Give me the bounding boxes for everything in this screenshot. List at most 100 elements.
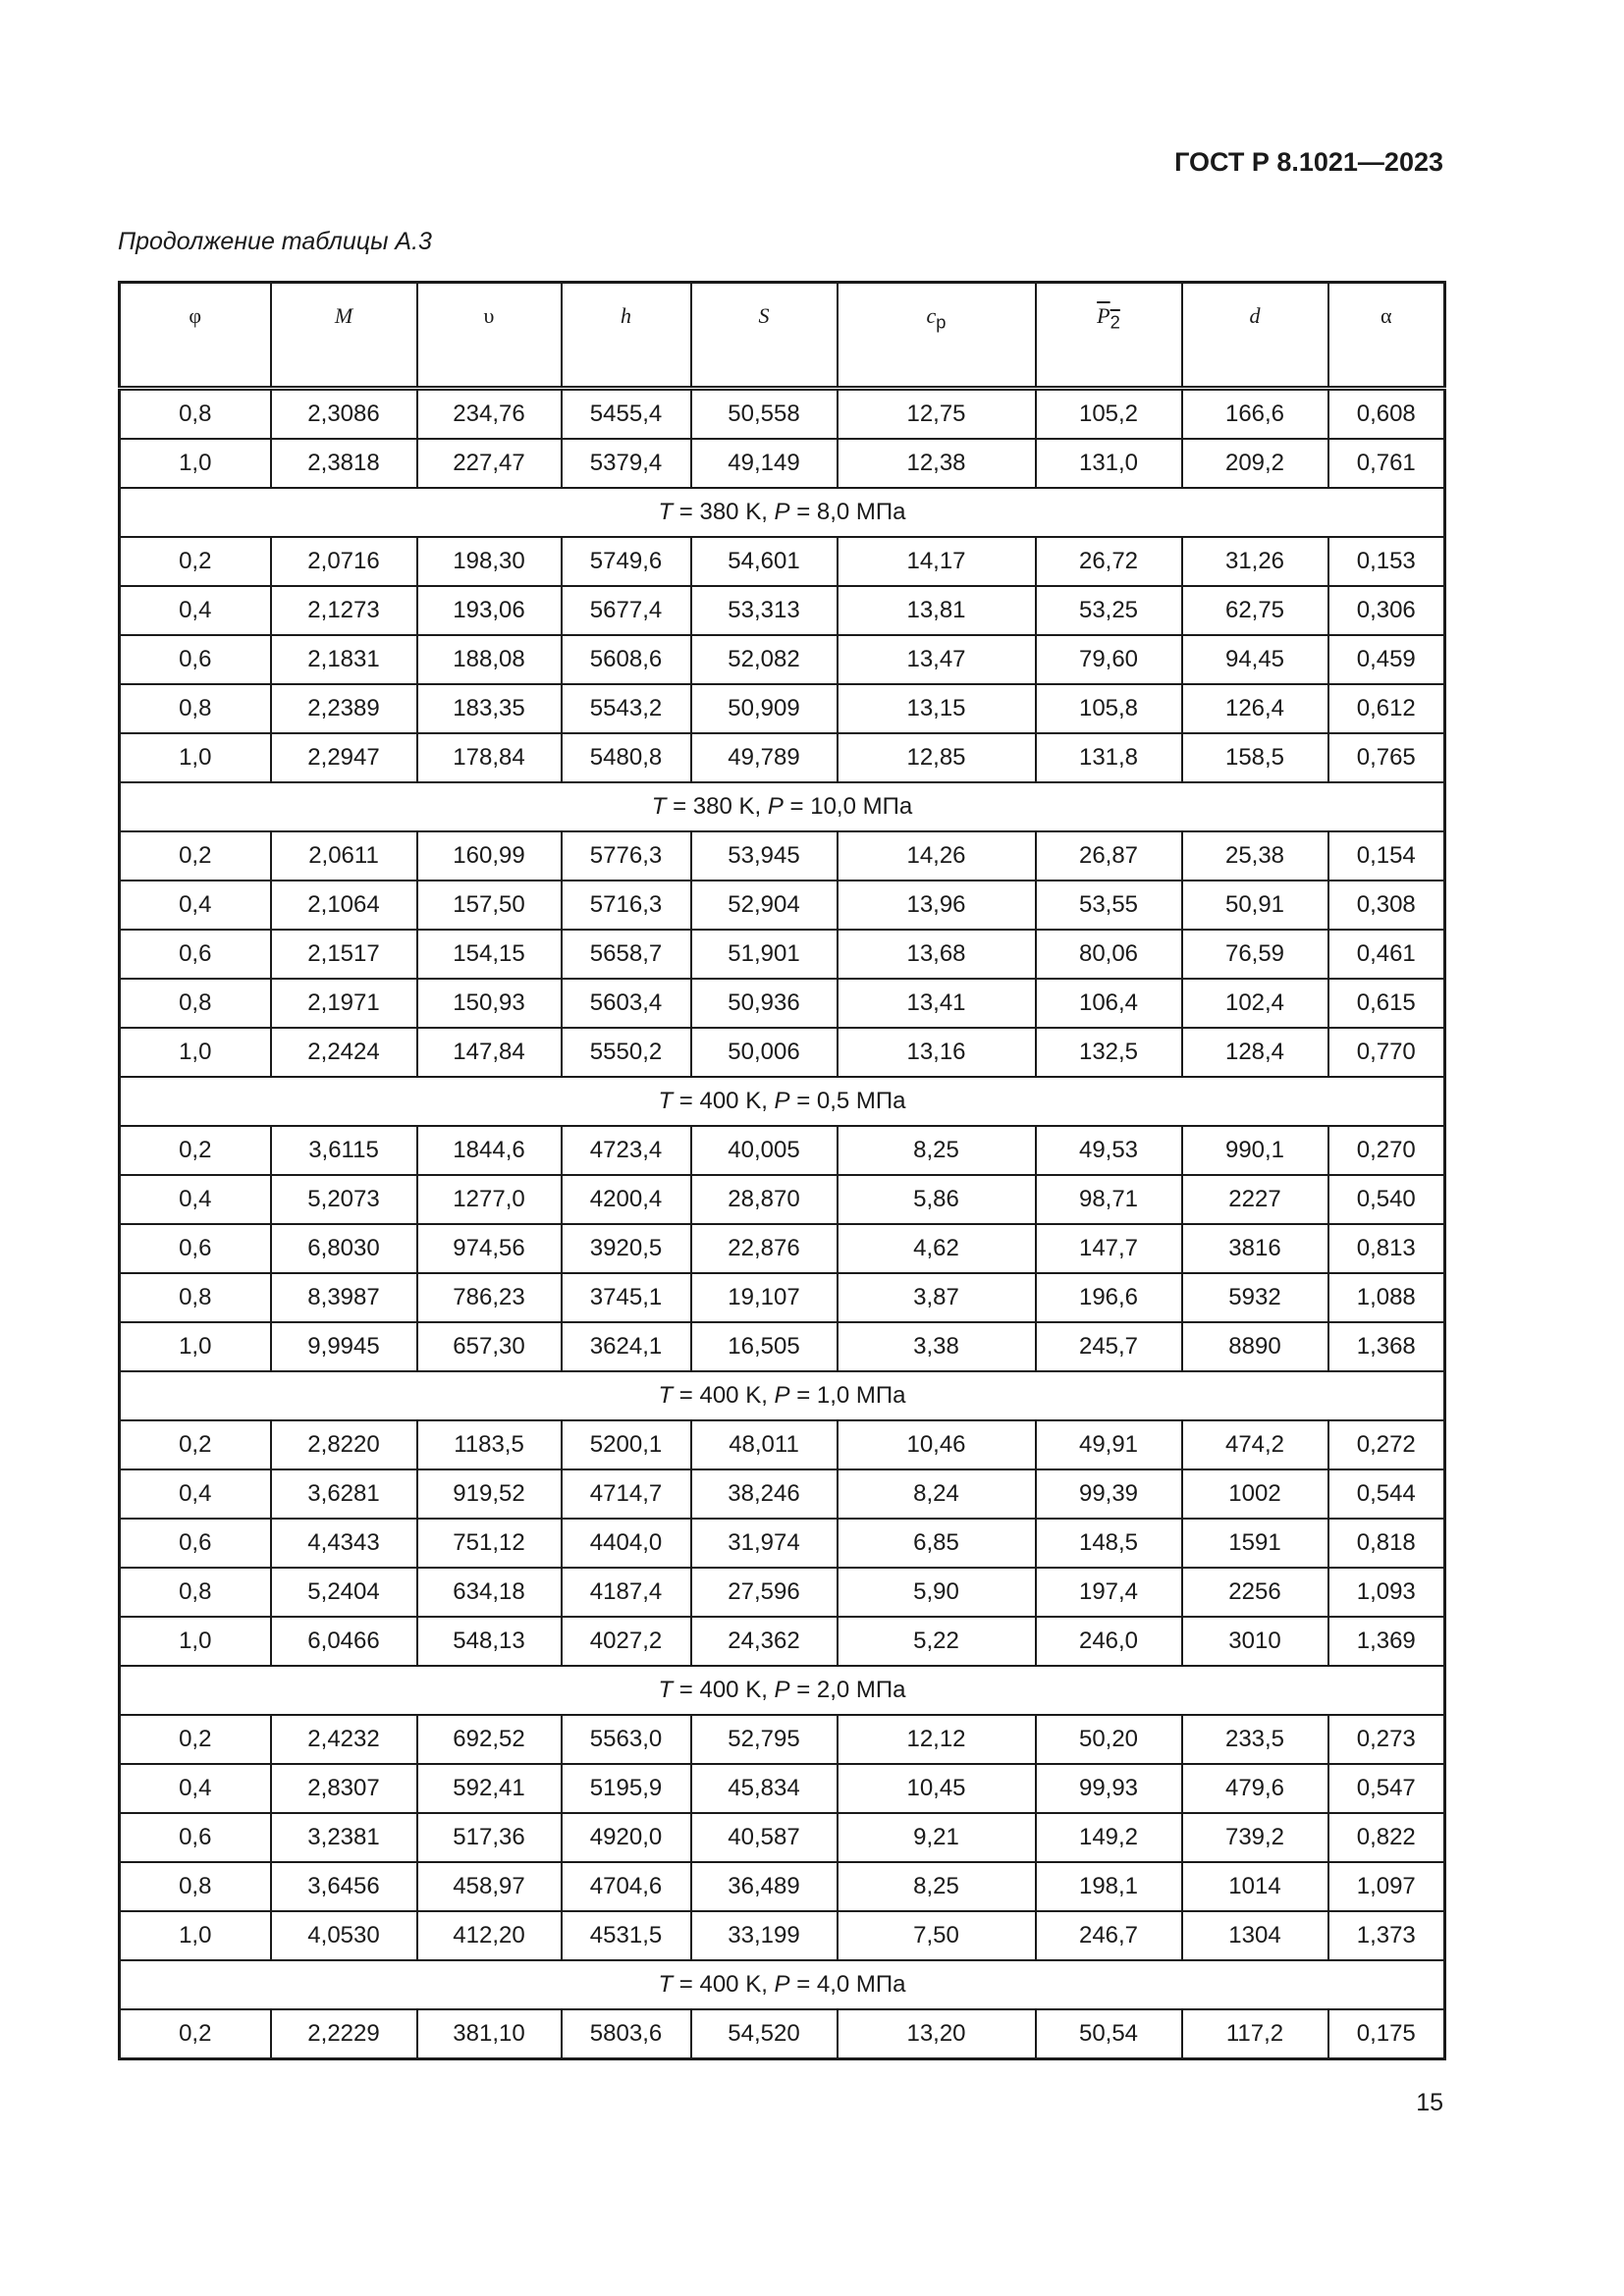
table-cell: 80,06 bbox=[1034, 929, 1183, 980]
table-cell: 5608,6 bbox=[560, 634, 692, 685]
table-cell: 5195,9 bbox=[560, 1763, 692, 1814]
table-cell: 5,22 bbox=[836, 1616, 1037, 1667]
table-cell: 0,6 bbox=[118, 1223, 272, 1274]
table-cell: 3920,5 bbox=[560, 1223, 692, 1274]
table-cell: 974,56 bbox=[415, 1223, 563, 1274]
table-cell: 1,0 bbox=[118, 1616, 272, 1667]
table-cell: 38,246 bbox=[689, 1468, 839, 1520]
table-cell: 1,368 bbox=[1326, 1321, 1446, 1372]
table-row: 0,6 2,1517 154,15 5658,7 51,901 13,68 80,06 76,… bbox=[118, 929, 1446, 980]
table-cell: 1,0 bbox=[118, 438, 272, 489]
table-cell: 13,16 bbox=[836, 1027, 1037, 1078]
table-cell: 193,06 bbox=[415, 585, 563, 636]
table-cell: 3816 bbox=[1180, 1223, 1329, 1274]
table-cell: 0,608 bbox=[1326, 387, 1446, 440]
table-cell: 13,15 bbox=[836, 683, 1037, 734]
table-cell: 0,459 bbox=[1326, 634, 1446, 685]
table-cell: 12,75 bbox=[836, 387, 1037, 440]
table-cell: 0,770 bbox=[1326, 1027, 1446, 1078]
table-cell: 1,097 bbox=[1326, 1861, 1446, 1912]
table-cell: 49,53 bbox=[1034, 1125, 1183, 1176]
section-label: T = 400 K, P = 0,5 МПа bbox=[118, 1076, 1446, 1127]
table-cell: 3010 bbox=[1180, 1616, 1329, 1667]
table-cell: 10,45 bbox=[836, 1763, 1037, 1814]
table-cell: 62,75 bbox=[1180, 585, 1329, 636]
table-cell: 1591 bbox=[1180, 1518, 1329, 1569]
table-cell: 1,0 bbox=[118, 1321, 272, 1372]
table-cell: 0,2 bbox=[118, 536, 272, 587]
column-header: cp bbox=[836, 281, 1037, 390]
table-row: 0,4 2,1273 193,06 5677,4 53,313 13,81 53,25 62,… bbox=[118, 585, 1446, 636]
table-cell: 1,373 bbox=[1326, 1910, 1446, 1961]
table-cell: 739,2 bbox=[1180, 1812, 1329, 1863]
document-id: ГОСТ Р 8.1021—2023 bbox=[1174, 147, 1443, 177]
table-row: 0,4 2,1064 157,50 5716,3 52,904 13,96 53,55 50,… bbox=[118, 880, 1446, 931]
table-cell: 2,1273 bbox=[269, 585, 418, 636]
table-cell: 50,006 bbox=[689, 1027, 839, 1078]
table-cell: 0,8 bbox=[118, 1567, 272, 1618]
table-cell: 25,38 bbox=[1180, 830, 1329, 881]
table-cell: 227,47 bbox=[415, 438, 563, 489]
column-symbol: φ bbox=[189, 303, 202, 328]
table-cell: 7,50 bbox=[836, 1910, 1037, 1961]
table-cell: 12,12 bbox=[836, 1714, 1037, 1765]
table-cell: 49,789 bbox=[689, 732, 839, 783]
table-cell: 54,601 bbox=[689, 536, 839, 587]
table-cell: 147,84 bbox=[415, 1027, 563, 1078]
table-cell: 8,24 bbox=[836, 1468, 1037, 1520]
table-cell: 2,1971 bbox=[269, 978, 418, 1029]
table-cell: 2,3818 bbox=[269, 438, 418, 489]
table-cell: 692,52 bbox=[415, 1714, 563, 1765]
table-cell: 54,520 bbox=[689, 2008, 839, 2060]
table-cell: 0,765 bbox=[1326, 732, 1446, 783]
table-cell: 990,1 bbox=[1180, 1125, 1329, 1176]
table-cell: 0,8 bbox=[118, 978, 272, 1029]
table-cell: 5200,1 bbox=[560, 1419, 692, 1470]
table-cell: 786,23 bbox=[415, 1272, 563, 1323]
section-p-val: = 1,0 МПа bbox=[789, 1382, 906, 1409]
table-cell: 5,90 bbox=[836, 1567, 1037, 1618]
table-cell: 1002 bbox=[1180, 1468, 1329, 1520]
table-cell: 154,15 bbox=[415, 929, 563, 980]
table-cell: 246,0 bbox=[1034, 1616, 1183, 1667]
table-cell: 2227 bbox=[1180, 1174, 1329, 1225]
column-header: h bbox=[560, 281, 692, 390]
table-cell: 0,4 bbox=[118, 1174, 272, 1225]
table-cell: 919,52 bbox=[415, 1468, 563, 1520]
table-cell: 12,38 bbox=[836, 438, 1037, 489]
table-cell: 5932 bbox=[1180, 1272, 1329, 1323]
table-cell: 4531,5 bbox=[560, 1910, 692, 1961]
table-cell: 458,97 bbox=[415, 1861, 563, 1912]
table-cell: 3624,1 bbox=[560, 1321, 692, 1372]
table-cell: 5543,2 bbox=[560, 683, 692, 734]
table-cell: 0,4 bbox=[118, 1468, 272, 1520]
table-cell: 3,87 bbox=[836, 1272, 1037, 1323]
table-cell: 52,795 bbox=[689, 1714, 839, 1765]
section-p-sym: P bbox=[774, 1971, 790, 1998]
section-p-val: = 8,0 МПа bbox=[789, 499, 906, 525]
table-cell: 132,5 bbox=[1034, 1027, 1183, 1078]
table-cell: 14,17 bbox=[836, 536, 1037, 587]
section-p-val: = 0,5 МПа bbox=[789, 1088, 906, 1114]
table-cell: 36,489 bbox=[689, 1861, 839, 1912]
section-t-sym: T bbox=[658, 1971, 674, 1998]
section-t-sym: T bbox=[658, 1088, 674, 1114]
table-cell: 5658,7 bbox=[560, 929, 692, 980]
column-header: P2 bbox=[1034, 281, 1183, 390]
table-cell: 4,0530 bbox=[269, 1910, 418, 1961]
table-row: 1,0 2,2424 147,84 5550,2 50,006 13,16 132,5 128… bbox=[118, 1027, 1446, 1078]
column-subscript: p bbox=[936, 311, 947, 333]
section-t-sym: T bbox=[658, 1677, 674, 1703]
table-cell: 4027,2 bbox=[560, 1616, 692, 1667]
section-p-val: = 2,0 МПа bbox=[789, 1677, 906, 1703]
section-label: T = 400 K, P = 2,0 МПа bbox=[118, 1665, 1446, 1716]
table-cell: 26,87 bbox=[1034, 830, 1183, 881]
table-cell: 0,270 bbox=[1326, 1125, 1446, 1176]
table-cell: 657,30 bbox=[415, 1321, 563, 1372]
table-cell: 196,6 bbox=[1034, 1272, 1183, 1323]
table-cell: 4704,6 bbox=[560, 1861, 692, 1912]
table-row: 0,4 3,6281 919,52 4714,7 38,246 8,24 99,39 1002… bbox=[118, 1468, 1446, 1520]
table-cell: 5480,8 bbox=[560, 732, 692, 783]
table-cell: 33,199 bbox=[689, 1910, 839, 1961]
table-cell: 13,96 bbox=[836, 880, 1037, 931]
